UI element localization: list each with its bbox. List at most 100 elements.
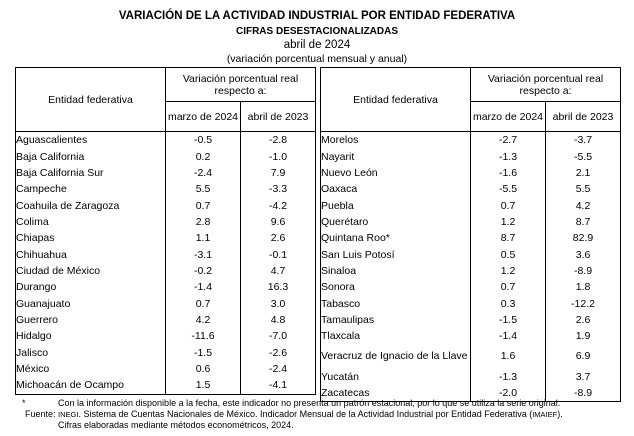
table-row: Ciudad de México -0.2 4.7 xyxy=(15,262,316,280)
table-row: Guerrero 4.2 4.8 xyxy=(15,311,316,329)
entity-cell: Quintana Roo* xyxy=(320,230,471,247)
variation-group-header: Variación porcentual real respecto a: xyxy=(470,67,621,102)
value-abril-2023: 1.8 xyxy=(575,281,591,294)
value-marzo-2024: 0.7 xyxy=(165,197,241,214)
value-marzo-2024: -2.4 xyxy=(165,164,241,182)
entity-cell: San Luis Potosí xyxy=(320,246,471,263)
value-abril-2023: 2.1 xyxy=(575,166,591,179)
entity-cell: Sinaloa xyxy=(320,262,471,280)
value-marzo-2024: 0.2 xyxy=(165,148,241,165)
value-marzo-2024: 0.6 xyxy=(165,360,241,378)
entity-cell: Jalisco xyxy=(15,344,166,361)
table-row: Baja California 0.2 -1.0 xyxy=(15,148,316,165)
value-abril-2023: 7.9 xyxy=(270,166,286,179)
value-abril-2023: -3.7 xyxy=(573,134,593,147)
value-marzo-2024: 1.1 xyxy=(165,230,241,247)
value-marzo-2024: 0.3 xyxy=(470,295,546,312)
entity-cell: Chiapas xyxy=(15,230,166,247)
value-abril-2023: 2.6 xyxy=(270,232,286,245)
value-marzo-2024: 1.2 xyxy=(470,213,546,231)
table-row: Guanajuato 0.7 3.0 xyxy=(15,295,316,312)
entity-cell: Chihuahua xyxy=(15,246,166,263)
value-marzo-2024: 8.7 xyxy=(470,230,546,247)
value-abril-2023: 8.7 xyxy=(575,215,591,228)
footnote-methods: Cifras elaboradas mediante métodos econo… xyxy=(58,420,294,430)
entity-cell: Puebla xyxy=(320,197,471,214)
value-marzo-2024: 5.5 xyxy=(165,181,241,198)
value-abril-2023: -8.9 xyxy=(573,386,593,399)
table-row: Puebla 0.7 4.2 xyxy=(320,197,621,214)
entity-cell: Guerrero xyxy=(15,311,166,329)
entity-cell: Zacatecas xyxy=(320,384,471,402)
entity-cell: Querétaro xyxy=(320,213,471,231)
table-row: Tamaulipas -1.5 2.6 xyxy=(320,311,621,329)
value-abril-2023: -4.2 xyxy=(268,199,288,212)
source-abbr-inegi: INEGI xyxy=(58,410,79,419)
value-abril-2023: 2.6 xyxy=(575,313,591,326)
units-note: (variación porcentual mensual y anual) xyxy=(226,53,408,65)
value-abril-2023: -0.1 xyxy=(268,248,288,261)
entity-cell: Nuevo León xyxy=(320,164,471,182)
value-marzo-2024: 0.5 xyxy=(470,246,546,263)
value-abril-2023: 6.9 xyxy=(575,350,591,363)
variation-group-header: Variación porcentual real respecto a: xyxy=(165,67,316,102)
entity-cell: Coahuila de Zaragoza xyxy=(15,197,166,214)
value-abril-2023: -1.0 xyxy=(268,150,288,163)
value-abril-2023: 1.9 xyxy=(575,330,591,343)
table-row: Michoacán de Ocampo 1.5 -4.1 xyxy=(15,377,316,394)
value-abril-2023: 4.8 xyxy=(270,313,286,326)
value-abril-2023: 3.7 xyxy=(575,370,591,383)
entity-cell: Campeche xyxy=(15,181,166,198)
value-marzo-2024: -3.1 xyxy=(165,246,241,263)
value-marzo-2024: -2.0 xyxy=(470,384,546,402)
table-row: Yucatán -1.3 3.7 xyxy=(320,368,621,385)
entity-cell: Tabasco xyxy=(320,295,471,312)
table-row: Oaxaca -5.5 5.5 xyxy=(320,181,621,198)
value-marzo-2024: -1.4 xyxy=(470,328,546,345)
value-abril-2023: -8.9 xyxy=(573,264,593,277)
table-row: Chihuahua -3.1 -0.1 xyxy=(15,246,316,263)
footnote-seasonality: Con la información disponible a la fecha… xyxy=(58,398,561,408)
table-row: Aguascalientes -0.5 -2.8 xyxy=(15,131,316,149)
value-abril-2023: -2.8 xyxy=(268,134,288,147)
source-label: Fuente: xyxy=(25,409,56,419)
value-abril-2023: -2.4 xyxy=(268,362,288,375)
table-row: Zacatecas -2.0 -8.9 xyxy=(320,384,621,402)
footnote-asterisk: * xyxy=(22,398,26,408)
entity-cell: Yucatán xyxy=(320,368,471,385)
entity-cell: Ciudad de México xyxy=(15,262,166,280)
value-abril-2023: -12.2 xyxy=(571,297,595,310)
page-title: VARIACIÓN DE LA ACTIVIDAD INDUSTRIAL POR… xyxy=(118,10,516,22)
right-table-body: Morelos -2.7 -3.7 Nayarit -1.3 -5.5 Nuevo León… xyxy=(320,131,621,402)
value-abril-2023: 16.3 xyxy=(267,281,289,294)
col-header-marzo-2024: marzo de 2024 xyxy=(165,101,241,132)
entity-cell: Hidalgo xyxy=(15,328,166,345)
entity-cell: Colima xyxy=(15,213,166,231)
table-row: Campeche 5.5 -3.3 xyxy=(15,181,316,198)
entity-cell: Tamaulipas xyxy=(320,311,471,329)
value-marzo-2024: -1.5 xyxy=(165,344,241,361)
table-row: Quintana Roo* 8.7 82.9 xyxy=(320,230,621,247)
value-marzo-2024: 0.7 xyxy=(470,279,546,296)
value-marzo-2024: -1.4 xyxy=(165,279,241,296)
value-marzo-2024: 0.7 xyxy=(165,295,241,312)
value-marzo-2024: 2.8 xyxy=(165,213,241,231)
table-row: Jalisco -1.5 -2.6 xyxy=(15,344,316,361)
left-table: Entidad federativa Variación porcentual … xyxy=(15,67,316,395)
table-row: Chiapas 1.1 2.6 xyxy=(15,230,316,247)
value-abril-2023: 3.0 xyxy=(270,297,286,310)
value-marzo-2024: -1.5 xyxy=(470,311,546,329)
value-abril-2023: -7.0 xyxy=(268,330,288,343)
value-marzo-2024: -5.5 xyxy=(470,181,546,198)
entity-cell: Sonora xyxy=(320,279,471,296)
table-row: Colima 2.8 9.6 xyxy=(15,213,316,231)
entity-cell: Baja California Sur xyxy=(15,164,166,182)
col-header-marzo-2024: marzo de 2024 xyxy=(470,101,546,132)
table-row: Veracruz de Ignacio de la Llave 1.6 6.9 xyxy=(320,344,621,369)
page-subtitle: CIFRAS DESESTACIONALIZADAS xyxy=(235,26,399,37)
table-row: Querétaro 1.2 8.7 xyxy=(320,213,621,231)
entity-cell: Nayarit xyxy=(320,148,471,165)
value-abril-2023: 3.6 xyxy=(575,248,591,261)
value-marzo-2024: 1.2 xyxy=(470,262,546,280)
value-marzo-2024: 1.5 xyxy=(165,377,241,394)
